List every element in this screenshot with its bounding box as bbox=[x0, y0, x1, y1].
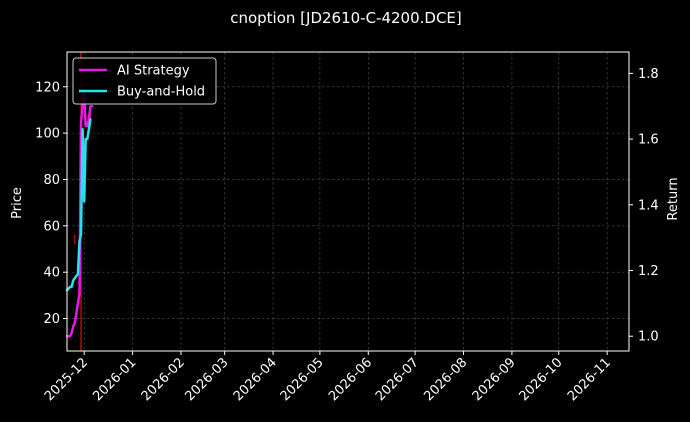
y2-tick-label: 1.6 bbox=[638, 133, 659, 148]
series-line-ai-strategy bbox=[65, 91, 94, 338]
y-tick-label: 100 bbox=[35, 127, 60, 142]
legend-label: AI Strategy bbox=[117, 64, 190, 79]
chart-title: cnoption [JD2610-C-4200.DCE] bbox=[230, 9, 462, 27]
series-lines bbox=[65, 91, 94, 338]
y-tick-label: 40 bbox=[43, 266, 60, 281]
y-axis-right: 1.0 1.2 1.4 1.6 1.8 bbox=[629, 67, 659, 345]
y2-tick-label: 1.8 bbox=[638, 67, 659, 82]
y-axis-label: Price bbox=[10, 187, 25, 219]
y2-tick-label: 1.2 bbox=[638, 264, 659, 279]
series-line-buy-and-hold bbox=[65, 118, 92, 292]
y-axis-left: 20 40 60 80 100 120 bbox=[35, 80, 67, 327]
y-tick-label: 80 bbox=[43, 173, 60, 188]
y2-tick-label: 1.4 bbox=[638, 198, 659, 213]
y-tick-label: 120 bbox=[35, 80, 60, 95]
grid-lines bbox=[67, 52, 629, 351]
plot-frame bbox=[66, 51, 630, 352]
y-tick-label: 20 bbox=[43, 312, 60, 327]
y2-tick-label: 1.0 bbox=[638, 330, 659, 345]
legend-label: Buy-and-Hold bbox=[117, 85, 205, 100]
y2-axis-label: Return bbox=[666, 177, 681, 220]
y-tick-label: 60 bbox=[43, 219, 60, 234]
legend: AI Strategy Buy-and-Hold bbox=[72, 57, 217, 105]
legend-box bbox=[72, 57, 217, 105]
